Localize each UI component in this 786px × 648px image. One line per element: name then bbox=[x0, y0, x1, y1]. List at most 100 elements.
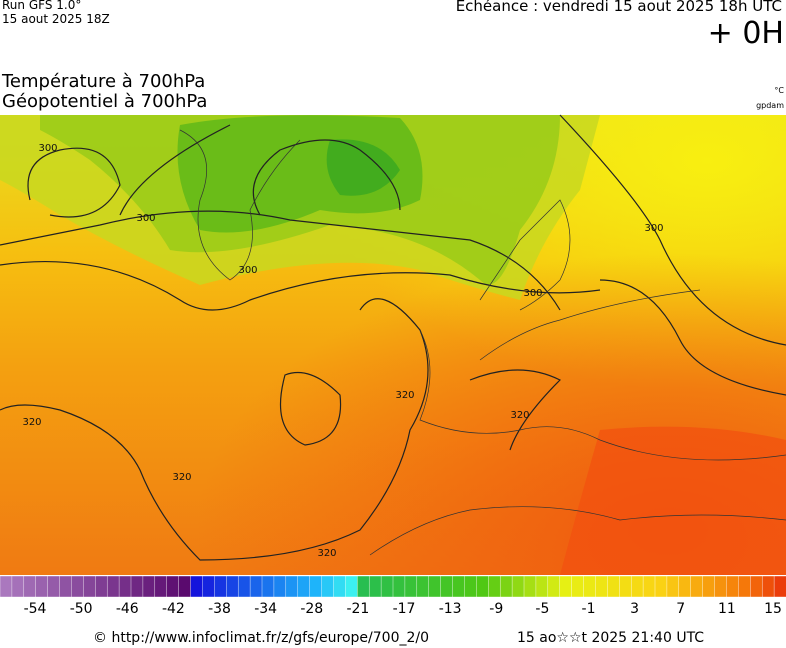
generated-date: 15 ao☆☆t 2025 21:40 UTC bbox=[517, 630, 705, 646]
contour-label: 300 bbox=[38, 143, 57, 154]
lead-time: + 0H bbox=[707, 16, 784, 51]
colorbar-label: -13 bbox=[439, 601, 462, 617]
colorbar-swatch bbox=[11, 575, 25, 598]
colorbar-swatch bbox=[0, 575, 13, 598]
contour-label: 320 bbox=[22, 417, 41, 428]
colorbar-swatch bbox=[214, 575, 227, 598]
colorbar-swatch bbox=[178, 575, 192, 598]
colorbar-swatch bbox=[130, 575, 144, 598]
unit-geo: gpdam bbox=[756, 101, 784, 110]
colorbar-label: -38 bbox=[208, 601, 231, 617]
colorbar-label: -9 bbox=[489, 601, 503, 617]
colorbar-swatch bbox=[226, 575, 239, 598]
colorbar-swatch bbox=[654, 575, 668, 598]
colorbar-swatch bbox=[666, 575, 680, 598]
colorbar-swatch bbox=[678, 575, 692, 598]
colorbar-swatch bbox=[368, 575, 382, 598]
source-url: © http://www.infoclimat.fr/z/gfs/europe/… bbox=[93, 630, 430, 646]
contour-label: 300 bbox=[238, 265, 257, 276]
colorbar-swatch bbox=[202, 575, 215, 598]
colorbar-label: -34 bbox=[254, 601, 277, 617]
colorbar-swatch bbox=[523, 575, 537, 598]
contour-label: 320 bbox=[395, 390, 414, 401]
contour-label: 300 bbox=[136, 213, 155, 224]
colorbar-label: -17 bbox=[393, 601, 416, 617]
colorbar-swatch bbox=[237, 575, 251, 598]
colorbar-swatch bbox=[249, 575, 263, 598]
colorbar-swatch bbox=[333, 575, 346, 598]
colorbar-swatch bbox=[511, 575, 525, 598]
colorbar-label: 15 bbox=[764, 601, 782, 617]
colorbar-swatch bbox=[106, 575, 120, 598]
colorbar-swatch bbox=[321, 575, 334, 598]
colorbar-swatch bbox=[559, 575, 573, 598]
colorbar-swatch bbox=[690, 575, 704, 598]
title-temperature: Température à 700hPa bbox=[2, 71, 206, 92]
colorbar-swatch bbox=[59, 575, 72, 598]
colorbar-swatch bbox=[750, 575, 763, 598]
colorbar-label: -50 bbox=[70, 601, 93, 617]
colorbar-swatch bbox=[714, 575, 727, 598]
colorbar-swatch bbox=[547, 575, 561, 598]
colorbar-swatch bbox=[357, 575, 370, 598]
contour-label: 320 bbox=[317, 548, 336, 559]
colorbar-swatch bbox=[309, 575, 323, 598]
title-geopotential: Géopotentiel à 700hPa bbox=[2, 91, 208, 112]
colorbar-swatch bbox=[773, 575, 786, 598]
colorbar-swatch bbox=[738, 575, 751, 598]
colorbar-swatch bbox=[71, 575, 84, 598]
contour-label: 300 bbox=[644, 223, 663, 234]
colorbar-swatch bbox=[190, 575, 203, 598]
colorbar-swatch bbox=[273, 575, 287, 598]
colorbar-swatch bbox=[35, 575, 49, 598]
colorbar-swatch bbox=[702, 575, 716, 598]
contour-label: 320 bbox=[510, 410, 529, 421]
colorbar-swatch bbox=[47, 575, 61, 598]
forecast-time: Echéance : vendredi 15 aout 2025 18h UTC bbox=[455, 0, 782, 15]
colorbar-swatch bbox=[23, 575, 37, 598]
colorbar-label: 3 bbox=[630, 601, 639, 617]
run-date: 15 aout 2025 18Z bbox=[2, 12, 110, 26]
colorbar-swatch bbox=[154, 575, 168, 598]
colorbar-swatch bbox=[726, 575, 739, 598]
colorbar-label: -42 bbox=[162, 601, 185, 617]
colorbar-swatch bbox=[630, 575, 644, 598]
colorbar-label: -28 bbox=[300, 601, 323, 617]
colorbar-swatch bbox=[142, 575, 156, 598]
colorbar-swatch bbox=[83, 575, 96, 598]
colorbar-swatch bbox=[285, 575, 299, 598]
colorbar-label: -46 bbox=[116, 601, 139, 617]
colorbar-label: -21 bbox=[346, 601, 369, 617]
colorbar-swatch bbox=[535, 575, 549, 598]
contour-label: 300 bbox=[523, 288, 542, 299]
colorbar-swatch bbox=[452, 575, 465, 598]
colorbar-swatch bbox=[118, 575, 132, 598]
colorbar-swatch bbox=[476, 575, 489, 598]
colorbar-swatch bbox=[440, 575, 454, 598]
colorbar-swatch bbox=[416, 575, 430, 598]
unit-temp: °C bbox=[774, 86, 784, 95]
colorbar-swatch bbox=[404, 575, 418, 598]
colorbar-label: 11 bbox=[718, 601, 736, 617]
map-area: 300 300 300 300 300 320 320 320 320 320 bbox=[0, 114, 786, 575]
colorbar-swatch bbox=[95, 575, 108, 598]
colorbar-label: -5 bbox=[535, 601, 549, 617]
colorbar-label: 7 bbox=[676, 601, 685, 617]
colorbar-swatch bbox=[392, 575, 406, 598]
colorbar-swatch bbox=[619, 575, 632, 598]
colorbar-label: -54 bbox=[24, 601, 47, 617]
colorbar-swatch bbox=[595, 575, 608, 598]
colorbar-swatch bbox=[499, 575, 513, 598]
colorbar-swatch bbox=[488, 575, 501, 598]
colorbar-swatch bbox=[607, 575, 620, 598]
colorbar-swatch bbox=[345, 575, 358, 598]
colorbar-label: -1 bbox=[582, 601, 596, 617]
colorbar: -54 -50 -46 -42 -38 -34 -28 -21 -17 -13 -9 -5 -1 3 7 11… bbox=[0, 575, 786, 617]
colorbar-swatch bbox=[297, 575, 311, 598]
colorbar-swatch bbox=[571, 575, 585, 598]
run-label: Run GFS 1.0° bbox=[2, 0, 82, 12]
colorbar-swatch bbox=[642, 575, 656, 598]
colorbar-swatch bbox=[583, 575, 596, 598]
colorbar-swatch bbox=[464, 575, 477, 598]
